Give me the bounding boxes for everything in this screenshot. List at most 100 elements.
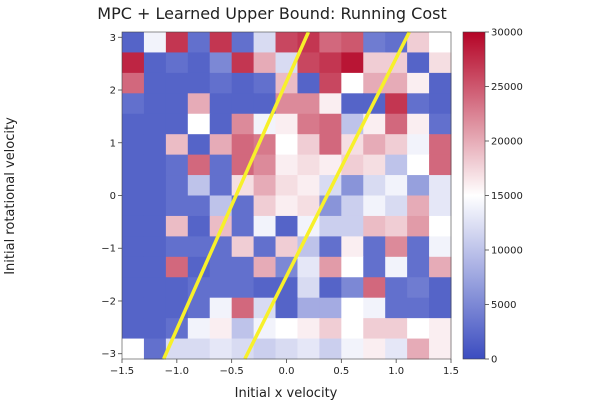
heatmap-cell: [143, 318, 167, 340]
heatmap-cell: [209, 93, 233, 115]
heatmap-cell: [143, 134, 167, 156]
heatmap-cell: [319, 277, 342, 299]
heatmap-cell: [253, 175, 277, 196]
heatmap-cell: [231, 195, 255, 217]
heatmap-cell: [143, 52, 167, 74]
colorbar-gradient: [463, 32, 485, 359]
heatmap-cell: [385, 338, 408, 360]
heatmap-cell: [275, 338, 298, 360]
heatmap-cell: [187, 154, 211, 176]
heatmap-cell: [122, 52, 145, 74]
heatmap-cell: [209, 175, 233, 196]
heatmap-cell: [122, 72, 145, 94]
heatmap-cell: [319, 93, 342, 115]
y-axis-ticks: −3 −2 −1 0 1 2 3: [101, 33, 122, 360]
heatmap-cell: [275, 32, 298, 53]
heatmap-cell: [407, 72, 430, 94]
heatmap-cell: [363, 277, 386, 299]
heatmap-cell: [165, 32, 189, 53]
heatmap-cell: [407, 297, 430, 319]
y-tick-label: −3: [101, 349, 116, 360]
overlay-line: [243, 31, 411, 360]
heatmap-cell: [363, 52, 386, 74]
heatmap-cell: [187, 195, 211, 217]
heatmap-cell: [165, 277, 189, 299]
heatmap-cell: [275, 154, 298, 176]
heatmap-cell: [275, 236, 298, 258]
heatmap-cell: [165, 134, 189, 156]
heatmap-cell: [122, 338, 145, 360]
heatmap-cell: [407, 113, 430, 135]
heatmap-cell: [231, 215, 255, 237]
heatmap-cell: [385, 215, 408, 237]
heatmap-cell: [385, 277, 408, 299]
heatmap-cell: [209, 72, 233, 94]
heatmap-cell: [231, 113, 255, 135]
heatmap-cell: [209, 277, 233, 299]
heatmap-cell: [363, 195, 386, 217]
x-tick-label: −1.5: [110, 366, 134, 377]
heatmap-cell: [187, 113, 211, 135]
heatmap-cell: [122, 93, 145, 115]
heatmap-cell: [275, 318, 298, 340]
heatmap-cell: [363, 32, 386, 53]
heatmap-cells: [122, 32, 452, 360]
heatmap-cell: [429, 175, 452, 196]
heatmap-cell: [429, 236, 452, 258]
colorbar-tick-label: 15000: [491, 191, 523, 202]
heatmap-cell: [297, 72, 320, 94]
colorbar-tick-label: 25000: [491, 82, 523, 93]
heatmap-cell: [297, 52, 320, 74]
heatmap-cell: [231, 134, 255, 156]
y-tick-label: 2: [110, 86, 116, 97]
heatmap-cell: [385, 175, 408, 196]
heatmap-cell: [122, 318, 145, 340]
heatmap-cell: [275, 195, 298, 217]
heatmap-cell: [143, 236, 167, 258]
heatmap-cell: [407, 215, 430, 237]
colorbar-ticks: 0 5000 10000 15000 20000 25000 30000: [485, 28, 523, 366]
heatmap-cell: [363, 134, 386, 156]
heatmap-cell: [275, 277, 298, 299]
heatmap-cell: [122, 175, 145, 196]
heatmap-cell: [187, 175, 211, 196]
heatmap-cell: [341, 236, 364, 258]
heatmap-cell: [165, 93, 189, 115]
x-tick-label: −1.0: [165, 366, 189, 377]
heatmap-cell: [122, 277, 145, 299]
heatmap-cell: [407, 175, 430, 196]
heatmap-cell: [429, 277, 452, 299]
x-tick-label: 0.0: [279, 366, 295, 377]
heatmap-cell: [165, 154, 189, 176]
heatmap-cell: [143, 338, 167, 360]
heatmap-cell: [143, 175, 167, 196]
heatmap-cell: [407, 134, 430, 156]
heatmap-cell: [122, 32, 145, 53]
heatmap-cell: [143, 277, 167, 299]
heatmap-cell: [187, 134, 211, 156]
heatmap-cell: [231, 297, 255, 319]
heatmap-cell: [275, 175, 298, 196]
heatmap-cell: [363, 236, 386, 258]
heatmap-cell: [275, 215, 298, 237]
heatmap-cell: [297, 134, 320, 156]
heatmap-cell: [253, 93, 277, 115]
heatmap-cell: [143, 93, 167, 115]
heatmap-cell: [165, 195, 189, 217]
heatmap-cell: [429, 318, 452, 340]
heatmap-cell: [165, 72, 189, 94]
heatmap-cell: [165, 256, 189, 278]
heatmap-cell: [429, 32, 452, 53]
colorbar-tick-label: 5000: [491, 300, 516, 311]
heatmap-cell: [407, 318, 430, 340]
heatmap-cell: [165, 175, 189, 196]
heatmap-cell: [319, 154, 342, 176]
heatmap-cell: [187, 32, 211, 53]
heatmap-cell: [385, 195, 408, 217]
heatmap-cell: [209, 154, 233, 176]
heatmap-cell: [319, 113, 342, 135]
heatmap-cell: [231, 72, 255, 94]
heatmap-cell: [385, 318, 408, 340]
